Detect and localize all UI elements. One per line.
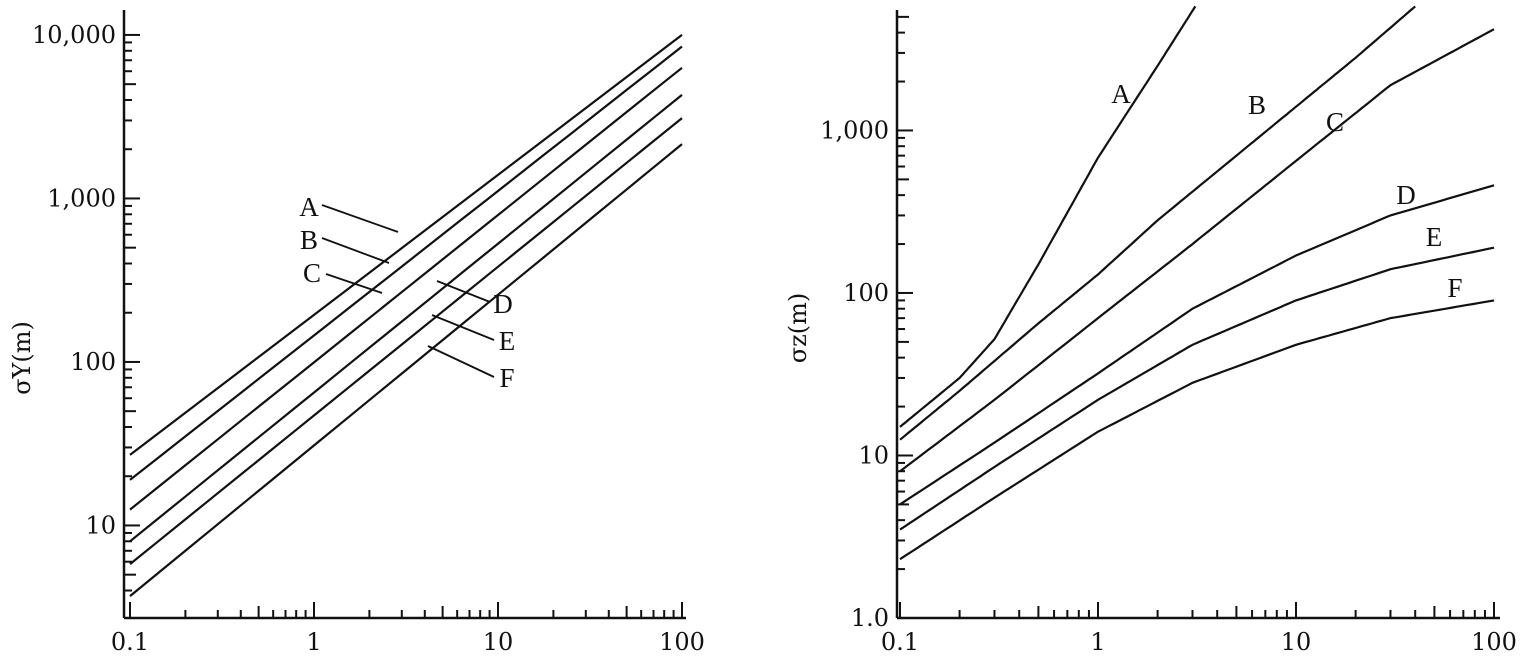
series-leader-c [325,273,383,294]
series-leader-f [427,345,495,378]
y-tick-label: 10 [858,441,889,469]
series-label-c: C [303,258,321,288]
series-label-a: A [1111,79,1131,109]
y-tick-label: 1,000 [820,116,889,144]
series-label-b: B [300,225,318,255]
series-label-f: F [1447,273,1462,303]
series-line-d [899,184,1495,506]
series-label-e: E [1426,222,1443,252]
series-leader-a [321,204,399,233]
series-line-c [129,66,683,511]
series-leader-b [321,237,390,264]
series-line-a [129,34,683,456]
x-tick-label: 1 [306,628,321,656]
y-tick-label: 100 [843,279,889,307]
series-label-d: D [1396,180,1416,210]
x-tick-label: 0.1 [111,628,149,656]
y-tick-label: 100 [70,348,116,376]
series-line-b [899,5,1416,441]
series-leader-e [431,314,495,341]
panel-left-sigma-y: 0.1 1 10 100 10 100 1,000 10,000 σY(m) ABC DEF [8,10,705,656]
x-tick-label: 0.1 [881,628,919,656]
series-line-c [899,28,1495,473]
series-label-c: C [1326,107,1344,137]
x-tick-label: 10 [1281,628,1312,656]
x-tick-label: 100 [1471,628,1517,656]
series-line-a [899,5,1197,428]
series-line-f [899,299,1495,561]
y-tick-label: 1,000 [47,184,116,212]
x-tick-label: 10 [483,628,514,656]
series-line-f [129,143,683,597]
x-tick-label: 100 [659,628,705,656]
series-line-e [129,117,683,565]
y-tick-label: 10 [85,511,116,539]
series-label-f: F [499,363,514,393]
y-axis-label: σY(m) [8,321,36,395]
series-line-d [129,94,683,543]
y-tick-label: 1.0 [851,604,889,632]
series-label-e: E [499,326,516,356]
series-leader-d [436,280,491,303]
y-axis-label: σz(m) [784,293,812,364]
panel-right-sigma-z: 0.1 1 10 100 1.0 10 100 1,000 σz(m) A B C DEF [784,5,1517,656]
series-label-b: B [1248,90,1266,120]
y-tick-label: 10,000 [32,21,116,49]
series-label-a: A [299,192,319,222]
x-tick-label: 1 [1090,628,1105,656]
series-line-b [129,45,683,481]
series-line-e [899,246,1495,531]
series-label-d: D [493,289,513,319]
